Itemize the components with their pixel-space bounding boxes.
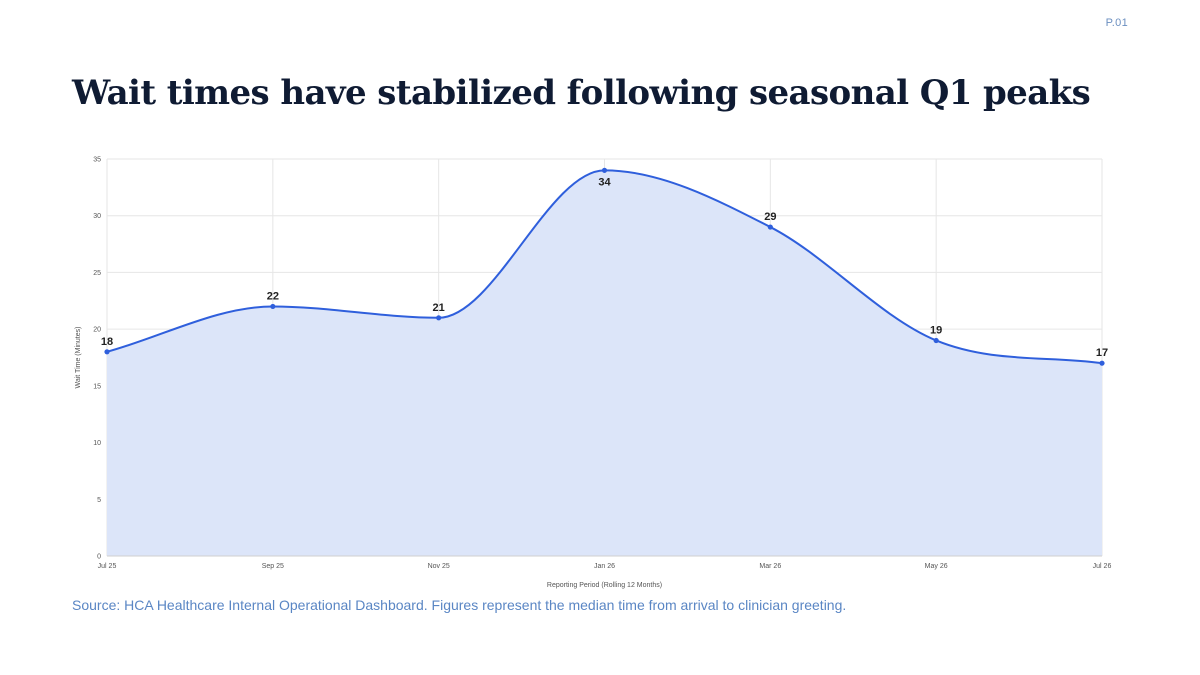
x-tick-label: Jul 25 bbox=[98, 563, 117, 570]
axis-layer: 0 5 10 15 20 25 30 35 Jul 25 Sep 25 Nov 25 Jan 26 Ma… bbox=[75, 157, 1111, 590]
y-tick-label: 20 bbox=[93, 327, 101, 334]
y-tick-label: 25 bbox=[93, 270, 101, 277]
x-tick-label: Mar 26 bbox=[759, 563, 781, 570]
y-axis-title: Wait Time (Minutes) bbox=[75, 327, 82, 389]
x-tick-label: Nov 25 bbox=[428, 563, 450, 570]
y-tick-label: 30 bbox=[93, 213, 101, 220]
y-tick-label: 0 bbox=[97, 554, 101, 561]
points-layer bbox=[104, 167, 1105, 366]
data-label: 21 bbox=[433, 302, 445, 314]
data-point bbox=[436, 315, 442, 321]
data-point bbox=[601, 167, 608, 173]
data-label: 34 bbox=[598, 176, 611, 188]
y-tick-label: 15 bbox=[93, 383, 101, 390]
page-title: Wait times have stabilized following sea… bbox=[72, 73, 1091, 113]
x-tick-label: Jan 26 bbox=[594, 563, 615, 570]
x-tick-label: May 26 bbox=[925, 563, 948, 570]
series-area-fill bbox=[107, 170, 1102, 557]
data-label: 18 bbox=[101, 336, 113, 348]
page-number: P.01 bbox=[1105, 17, 1128, 29]
data-point bbox=[767, 224, 773, 230]
data-label: 29 bbox=[764, 211, 776, 223]
data-label: 17 bbox=[1096, 347, 1108, 359]
data-label: 19 bbox=[930, 324, 942, 336]
x-tick-label: Jul 26 bbox=[1093, 563, 1112, 570]
y-tick-label: 10 bbox=[93, 440, 101, 447]
y-tick-label: 5 bbox=[97, 497, 101, 504]
labels-layer: 18 22 21 34 29 19 17 bbox=[101, 176, 1108, 359]
x-axis-title: Reporting Period (Rolling 12 Months) bbox=[547, 582, 662, 589]
data-label: 22 bbox=[267, 290, 279, 302]
area-layer bbox=[106, 169, 1103, 557]
data-point bbox=[104, 349, 110, 355]
data-point bbox=[1099, 360, 1105, 366]
x-tick-label: Sep 25 bbox=[262, 563, 284, 570]
source-note: Source: HCA Healthcare Internal Operatio… bbox=[72, 597, 847, 613]
data-point bbox=[933, 337, 939, 344]
data-point bbox=[270, 303, 276, 310]
y-tick-label: 35 bbox=[93, 157, 101, 164]
